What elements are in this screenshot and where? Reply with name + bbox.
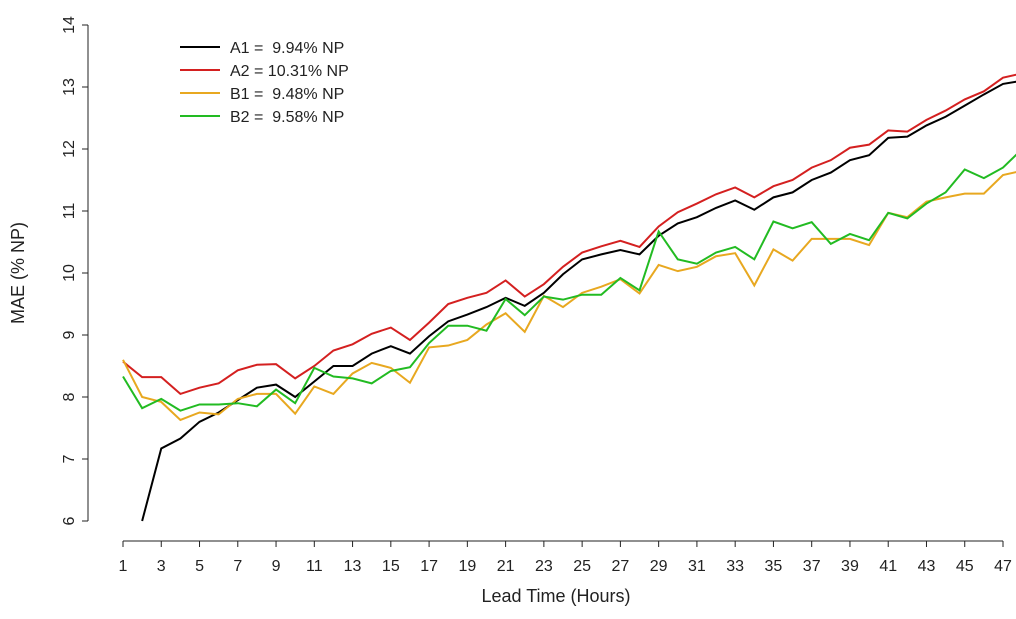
legend-label: B1 = 9.48% NP bbox=[230, 86, 344, 103]
y-tick-label: 14 bbox=[61, 16, 78, 34]
x-tick-label: 15 bbox=[382, 558, 400, 575]
x-tick-label: 11 bbox=[306, 558, 323, 575]
legend-label: B2 = 9.58% NP bbox=[230, 109, 344, 126]
y-tick-label: 6 bbox=[61, 516, 78, 525]
y-tick-label: 9 bbox=[61, 330, 78, 339]
x-tick-label: 1 bbox=[119, 558, 128, 575]
series-line bbox=[122, 73, 1016, 396]
x-tick-label: 39 bbox=[841, 558, 859, 575]
x-tick-label: 43 bbox=[918, 558, 936, 575]
x-tick-label: 3 bbox=[157, 558, 166, 575]
plot-area bbox=[122, 73, 1016, 522]
x-tick-label: 37 bbox=[803, 558, 821, 575]
y-tick-label: 11 bbox=[61, 203, 78, 220]
y-tick-label: 10 bbox=[61, 264, 78, 282]
x-tick-label: 21 bbox=[497, 558, 515, 575]
y-tick-label: 13 bbox=[61, 78, 78, 96]
y-axis-label: MAE (% NP) bbox=[8, 222, 28, 324]
x-tick-label: 47 bbox=[994, 558, 1012, 575]
y-tick-label: 8 bbox=[61, 392, 78, 401]
x-tick-label: 19 bbox=[458, 558, 476, 575]
x-tick-label: 7 bbox=[233, 558, 242, 575]
x-tick-label: 13 bbox=[344, 558, 362, 575]
x-tick-label: 33 bbox=[726, 558, 744, 575]
x-tick-label: 45 bbox=[956, 558, 974, 575]
x-tick-label: 29 bbox=[650, 558, 668, 575]
x-tick-label: 41 bbox=[879, 558, 897, 575]
x-tick-label: 35 bbox=[765, 558, 783, 575]
y-tick-label: 12 bbox=[61, 140, 78, 158]
legend-label: A1 = 9.94% NP bbox=[230, 40, 344, 57]
series-line bbox=[122, 171, 1016, 422]
x-tick-label: 25 bbox=[573, 558, 591, 575]
x-tick-label: 17 bbox=[420, 558, 438, 575]
x-tick-label: 5 bbox=[195, 558, 204, 575]
legend-label: A2 = 10.31% NP bbox=[230, 63, 349, 80]
y-tick-label: 7 bbox=[61, 454, 78, 463]
x-tick-label: 27 bbox=[611, 558, 629, 575]
series-line bbox=[141, 80, 1016, 522]
x-axis-label: Lead Time (Hours) bbox=[481, 586, 630, 606]
x-tick-label: 9 bbox=[272, 558, 281, 575]
series-line bbox=[122, 153, 1016, 412]
x-tick-label: 23 bbox=[535, 558, 553, 575]
x-tick-label: 31 bbox=[688, 558, 706, 575]
